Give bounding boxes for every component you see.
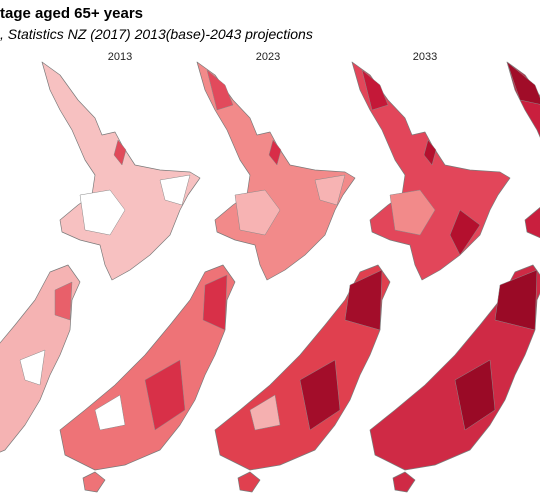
map-2043 xyxy=(369,61,540,493)
map-year-label: 2023 xyxy=(256,51,280,63)
map-2023: 2023 xyxy=(59,51,356,493)
map-title: tage aged 65+ years xyxy=(0,5,143,22)
map-2033: 2033 xyxy=(214,51,511,493)
map-year-label: 2033 xyxy=(413,51,437,63)
map-year-label: 2013 xyxy=(108,51,132,63)
map-subtitle: , Statistics NZ (2017) 2013(base)-2043 p… xyxy=(0,26,313,42)
map-2013: 2013 xyxy=(0,51,201,471)
